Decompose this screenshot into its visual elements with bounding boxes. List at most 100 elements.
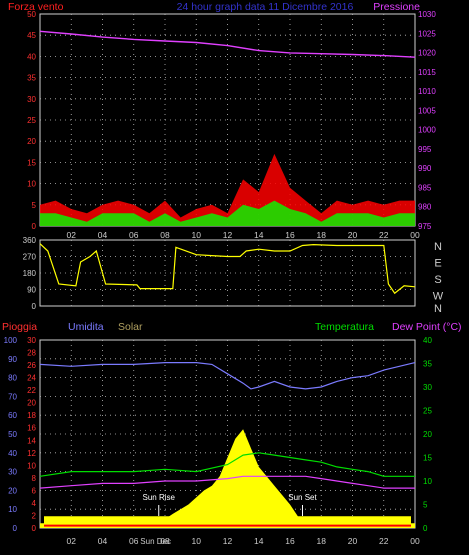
- rain-tick-label: 24: [27, 374, 36, 383]
- humidity-tick-label: 70: [8, 392, 17, 401]
- temperature-tick-label: 20: [423, 430, 432, 439]
- right-tick-label: 975: [418, 222, 432, 231]
- sun-annotation: Sun Rise: [143, 493, 176, 502]
- temperature-line: [39, 452, 415, 477]
- x-tick-label: 20: [348, 230, 358, 240]
- x-tick-label: 10: [192, 230, 202, 240]
- temperature-tick-label: 25: [423, 407, 432, 416]
- rain-tick-label: 18: [27, 411, 36, 420]
- temperature-tick-label: 5: [423, 501, 428, 510]
- solar-label: Solar: [118, 321, 143, 333]
- rain-tick-label: 4: [32, 499, 37, 508]
- humidity-tick-label: 60: [8, 411, 17, 420]
- direction-tick-label: 0: [32, 302, 37, 311]
- x-tick-label: 16: [285, 536, 295, 546]
- x-tick-label: 02: [67, 230, 77, 240]
- x-tick-label: 04: [98, 230, 108, 240]
- right-tick-label: 1025: [418, 29, 436, 38]
- x-tick-label: 00: [410, 230, 420, 240]
- x-tick-label: 18: [317, 536, 327, 546]
- x-tick-label: 14: [254, 536, 264, 546]
- x-tick-label: 18: [317, 230, 327, 240]
- humidity-tick-label: 100: [4, 336, 18, 345]
- rain-tick-label: 26: [27, 361, 36, 370]
- humidity-tick-label: 10: [8, 505, 17, 514]
- panels: 0510152025303540455097598098599099510001…: [4, 10, 444, 546]
- direction-tick-label: 270: [23, 253, 37, 262]
- x-tick-label: 20: [348, 536, 358, 546]
- sun-annotation: Sun Dec: [140, 537, 171, 546]
- left-tick-label: 20: [27, 137, 36, 146]
- humidity-tick-label: 90: [8, 355, 17, 364]
- x-tick-label: 16: [285, 230, 295, 240]
- direction-tick-label: 90: [27, 286, 36, 295]
- left-tick-label: 10: [27, 180, 36, 189]
- humidity-line: [39, 362, 416, 390]
- left-tick-label: 0: [32, 222, 37, 231]
- sun-annotation: Sun Set: [288, 493, 317, 502]
- compass-label: S: [434, 274, 441, 286]
- right-tick-label: 1010: [418, 87, 436, 96]
- humidity-tick-label: 30: [8, 468, 17, 477]
- right-tick-label: 1020: [418, 49, 436, 58]
- rain-tick-label: 22: [27, 386, 36, 395]
- left-tick-label: 45: [27, 31, 36, 40]
- dew-point-label: Dew Point (°C): [392, 321, 462, 333]
- x-tick-label: 14: [254, 230, 264, 240]
- umidita-label: Umidita: [68, 321, 104, 333]
- rain-tick-label: 20: [27, 399, 36, 408]
- left-axis-label: Forza vento: [8, 1, 64, 13]
- humidity-tick-label: 0: [13, 524, 18, 533]
- humidity-tick-label: 20: [8, 486, 17, 495]
- temperature-tick-label: 35: [423, 360, 432, 369]
- right-tick-label: 995: [418, 145, 432, 154]
- wind-gust-area: [40, 153, 415, 226]
- right-tick-label: 1015: [418, 68, 436, 77]
- rain-tick-label: 8: [32, 474, 37, 483]
- direction-tick-label: 360: [23, 236, 37, 245]
- temperature-tick-label: 40: [423, 336, 432, 345]
- right-tick-label: 980: [418, 203, 432, 212]
- dew-point-line: [39, 475, 415, 489]
- right-tick-label: 990: [418, 164, 432, 173]
- rain-tick-label: 12: [27, 449, 36, 458]
- title: 24 hour graph data 11 Dicembre 2016: [177, 1, 354, 13]
- left-tick-label: 50: [27, 10, 36, 19]
- temperature-tick-label: 10: [423, 477, 432, 486]
- x-tick-label: 08: [160, 230, 170, 240]
- pioggia-label: Pioggia: [2, 321, 37, 333]
- rain-tick-label: 14: [27, 436, 36, 445]
- compass-label: N: [434, 303, 442, 315]
- right-tick-label: 985: [418, 183, 432, 192]
- humidity-tick-label: 40: [8, 449, 17, 458]
- x-tick-label: 12: [223, 230, 233, 240]
- x-tick-label: 08: [160, 536, 170, 546]
- rain-tick-label: 30: [27, 336, 36, 345]
- compass-label: E: [434, 258, 441, 270]
- x-tick-label: 10: [192, 536, 202, 546]
- left-tick-label: 40: [27, 52, 36, 61]
- rain-tick-label: 10: [27, 461, 36, 470]
- temperature-tick-label: 30: [423, 383, 432, 392]
- humidity-tick-label: 80: [8, 374, 17, 383]
- x-tick-label: 22: [379, 230, 389, 240]
- rain-tick-label: 0: [32, 524, 37, 533]
- left-tick-label: 25: [27, 116, 36, 125]
- rain-tick-label: 16: [27, 424, 36, 433]
- x-tick-label: 06: [129, 230, 139, 240]
- wind-direction-line: [39, 243, 416, 295]
- temperature-tick-label: 0: [423, 524, 428, 533]
- x-tick-label: 22: [379, 536, 389, 546]
- right-axis-label: Pressione: [373, 1, 420, 13]
- x-tick-label: 02: [67, 536, 77, 546]
- right-tick-label: 1030: [418, 10, 436, 19]
- pressure-line: [39, 30, 416, 58]
- left-tick-label: 15: [27, 158, 36, 167]
- left-tick-label: 5: [32, 201, 37, 210]
- compass-label: W: [433, 291, 444, 303]
- x-tick-label: 04: [98, 536, 108, 546]
- humidity-tick-label: 50: [8, 430, 17, 439]
- direction-tick-label: 180: [23, 269, 37, 278]
- rain-tick-label: 2: [32, 511, 37, 520]
